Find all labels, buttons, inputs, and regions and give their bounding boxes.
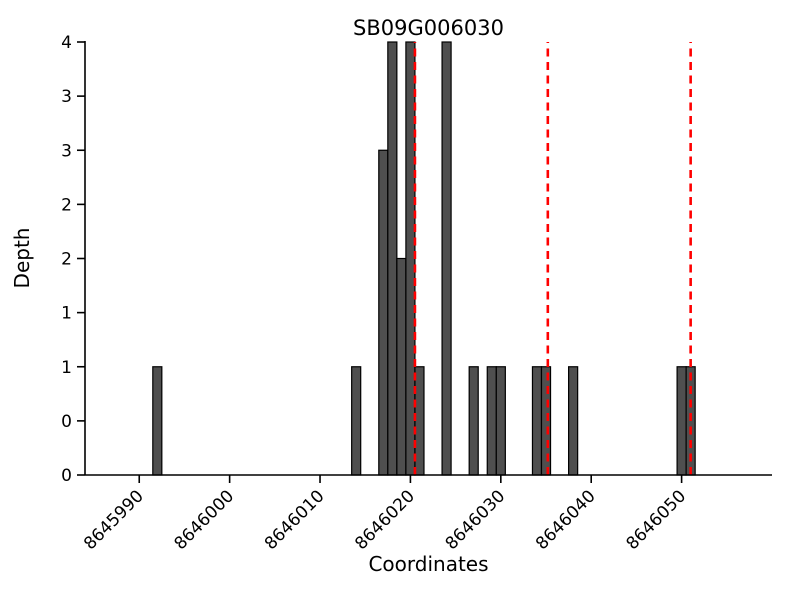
bar bbox=[676, 366, 687, 476]
bar bbox=[152, 366, 163, 476]
bar bbox=[387, 41, 398, 476]
y-tick-label: 2 bbox=[61, 250, 72, 270]
y-tick-label: 4 bbox=[61, 33, 72, 53]
x-tick-label: 8646010 bbox=[261, 486, 329, 554]
bar bbox=[405, 41, 416, 476]
bar bbox=[396, 257, 407, 476]
bar bbox=[531, 366, 543, 476]
chart-title: SB09G006030 bbox=[353, 16, 504, 40]
x-tick-label: 8645990 bbox=[80, 486, 148, 554]
bar bbox=[441, 41, 452, 476]
y-tick-label: 1 bbox=[61, 304, 72, 324]
y-tick-label: 3 bbox=[61, 141, 72, 161]
y-axis-label: Depth bbox=[10, 227, 34, 289]
bar bbox=[486, 366, 497, 476]
y-tick-label: 0 bbox=[61, 412, 72, 432]
x-tick-label: 8646050 bbox=[622, 486, 690, 554]
y-tick-label: 1 bbox=[61, 358, 72, 378]
x-tick-label: 8646020 bbox=[351, 486, 419, 554]
y-tick-label: 0 bbox=[61, 466, 72, 486]
bar bbox=[414, 366, 425, 476]
bar bbox=[568, 366, 579, 476]
y-tick-label: 3 bbox=[61, 87, 72, 107]
x-tick-label: 8646030 bbox=[442, 486, 510, 554]
bar bbox=[540, 366, 552, 476]
x-axis-label: Coordinates bbox=[368, 552, 489, 576]
x-tick-label: 8646000 bbox=[170, 486, 238, 554]
bar bbox=[495, 366, 506, 476]
bar bbox=[468, 366, 479, 476]
bar bbox=[351, 366, 362, 476]
x-tick-label: 8646040 bbox=[532, 486, 600, 554]
bar bbox=[378, 149, 389, 476]
y-tick-label: 2 bbox=[61, 195, 72, 215]
